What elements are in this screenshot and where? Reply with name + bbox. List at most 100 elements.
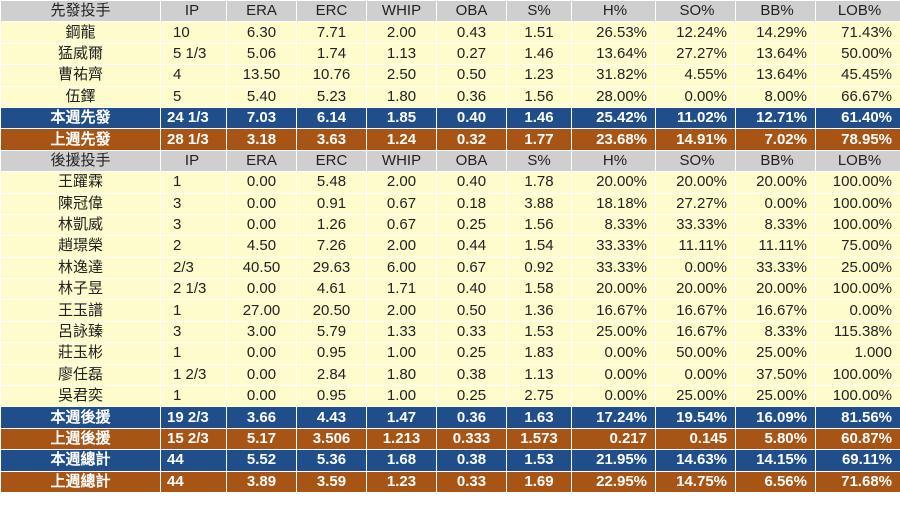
summary-stat-bb: 5.80%: [735, 427, 816, 451]
table-row: 林子昱 2 1/3 0.00 4.61 1.71 0.40 1.58 20.00% 20.00%…: [0, 278, 900, 301]
stat-ip: 1: [160, 342, 227, 365]
stat-era: 5.40: [226, 85, 297, 108]
stat-bb: 13.64%: [735, 42, 816, 66]
stat-era: 27.00: [226, 299, 297, 322]
summary-stat-h: 23.68%: [571, 128, 656, 151]
pitcher-name: 林凱威: [0, 213, 161, 237]
summary-stat-erc: 3.63: [296, 128, 367, 151]
stat-lob: 100.00%: [815, 385, 900, 408]
stat-so: 0.00%: [655, 85, 736, 108]
stat-erc: 1.74: [296, 42, 367, 66]
stat-oba: 0.38: [436, 363, 507, 387]
stat-erc: 10.76: [296, 64, 367, 87]
stat-oba: 0.40: [436, 171, 507, 194]
stat-erc: 1.26: [296, 213, 367, 237]
column-header-s: S%: [506, 0, 572, 23]
stat-so: 27.27%: [655, 42, 736, 66]
stat-h: 20.00%: [571, 278, 656, 301]
summary-stat-so: 11.02%: [655, 106, 736, 130]
summary-stat-oba: 0.38: [436, 449, 507, 472]
stat-era: 6.30: [226, 21, 297, 44]
pitcher-name: 莊玉彬: [0, 342, 161, 365]
summary-label: 本週先發: [0, 106, 161, 130]
stat-era: 0.00: [226, 342, 297, 365]
summary-stat-lob: 78.95%: [815, 128, 900, 151]
column-header-erc: ERC: [296, 0, 367, 23]
summary-stat-erc: 4.43: [296, 406, 367, 429]
summary-stat-bb: 14.15%: [735, 449, 816, 472]
stat-lob: 1.000: [815, 342, 900, 365]
summary-stat-erc: 3.59: [296, 470, 367, 493]
summary-stat-whip: 1.213: [366, 427, 437, 451]
stat-bb: 25.00%: [735, 385, 816, 408]
summary-stat-h: 17.24%: [571, 406, 656, 429]
column-header-era: ERA: [226, 149, 297, 173]
stat-h: 25.00%: [571, 320, 656, 344]
stat-whip: 6.00: [366, 256, 437, 280]
stat-h: 33.33%: [571, 256, 656, 280]
summary-stat-s: 1.77: [506, 128, 572, 151]
summary-label: 上週先發: [0, 128, 161, 151]
stat-bb: 8.33%: [735, 213, 816, 237]
stat-h: 0.00%: [571, 342, 656, 365]
stat-h: 0.00%: [571, 363, 656, 387]
stat-erc: 5.79: [296, 320, 367, 344]
stat-oba: 0.40: [436, 278, 507, 301]
stat-ip: 4: [160, 64, 227, 87]
pitcher-name: 林逸達: [0, 256, 161, 280]
stat-era: 0.00: [226, 192, 297, 215]
stat-era: 40.50: [226, 256, 297, 280]
stat-oba: 0.67: [436, 256, 507, 280]
stat-whip: 1.71: [366, 278, 437, 301]
summary-stat-bb: 12.71%: [735, 106, 816, 130]
stat-whip: 0.67: [366, 213, 437, 237]
column-header-h: H%: [571, 0, 656, 23]
stat-so: 0.00%: [655, 256, 736, 280]
stat-ip: 2: [160, 235, 227, 258]
stat-oba: 0.43: [436, 21, 507, 44]
summary-stat-ip: 44: [160, 470, 227, 493]
summary-stat-ip: 15 2/3: [160, 427, 227, 451]
stat-so: 25.00%: [655, 385, 736, 408]
table-row: 伍鐸 5 5.40 5.23 1.80 0.36 1.56 28.00% 0.00% 8.00% 6…: [0, 85, 900, 108]
stat-era: 0.00: [226, 171, 297, 194]
stat-whip: 1.00: [366, 342, 437, 365]
stat-erc: 29.63: [296, 256, 367, 280]
summary-stat-whip: 1.24: [366, 128, 437, 151]
stat-ip: 1 2/3: [160, 363, 227, 387]
summary-stat-so: 14.63%: [655, 449, 736, 472]
column-header-era: ERA: [226, 0, 297, 23]
summary-stat-whip: 1.47: [366, 406, 437, 429]
stat-lob: 100.00%: [815, 171, 900, 194]
stat-bb: 0.00%: [735, 192, 816, 215]
stat-lob: 100.00%: [815, 278, 900, 301]
stat-lob: 100.00%: [815, 192, 900, 215]
stat-bb: 16.67%: [735, 299, 816, 322]
stat-ip: 2/3: [160, 256, 227, 280]
stat-oba: 0.33: [436, 320, 507, 344]
stat-whip: 2.00: [366, 299, 437, 322]
summary-stat-whip: 1.68: [366, 449, 437, 472]
summary-stat-whip: 1.85: [366, 106, 437, 130]
table-row: 王玉譜 1 27.00 20.50 2.00 0.50 1.36 16.67% 16.67% 16…: [0, 299, 900, 322]
stat-era: 0.00: [226, 363, 297, 387]
stat-era: 0.00: [226, 213, 297, 237]
summary-stat-erc: 6.14: [296, 106, 367, 130]
pitcher-name: 鋼龍: [0, 21, 161, 44]
table-row: 吳君奕 1 0.00 0.95 1.00 0.25 2.75 0.00% 25.00% 25.00…: [0, 385, 900, 408]
stat-s: 0.92: [506, 256, 572, 280]
stat-ip: 3: [160, 320, 227, 344]
pitcher-name: 呂詠臻: [0, 320, 161, 344]
summary-stat-s: 1.63: [506, 406, 572, 429]
pitcher-name: 陳冠偉: [0, 192, 161, 215]
summary-stat-h: 25.42%: [571, 106, 656, 130]
column-header-h: H%: [571, 149, 656, 173]
summary-label: 本週總計: [0, 449, 161, 472]
stat-s: 1.83: [506, 342, 572, 365]
stat-whip: 1.13: [366, 42, 437, 66]
stat-bb: 14.29%: [735, 21, 816, 44]
stat-s: 1.58: [506, 278, 572, 301]
stat-erc: 0.95: [296, 342, 367, 365]
table-row: 陳冠偉 3 0.00 0.91 0.67 0.18 3.88 18.18% 27.27% 0.00…: [0, 192, 900, 215]
pitcher-name: 吳君奕: [0, 385, 161, 408]
